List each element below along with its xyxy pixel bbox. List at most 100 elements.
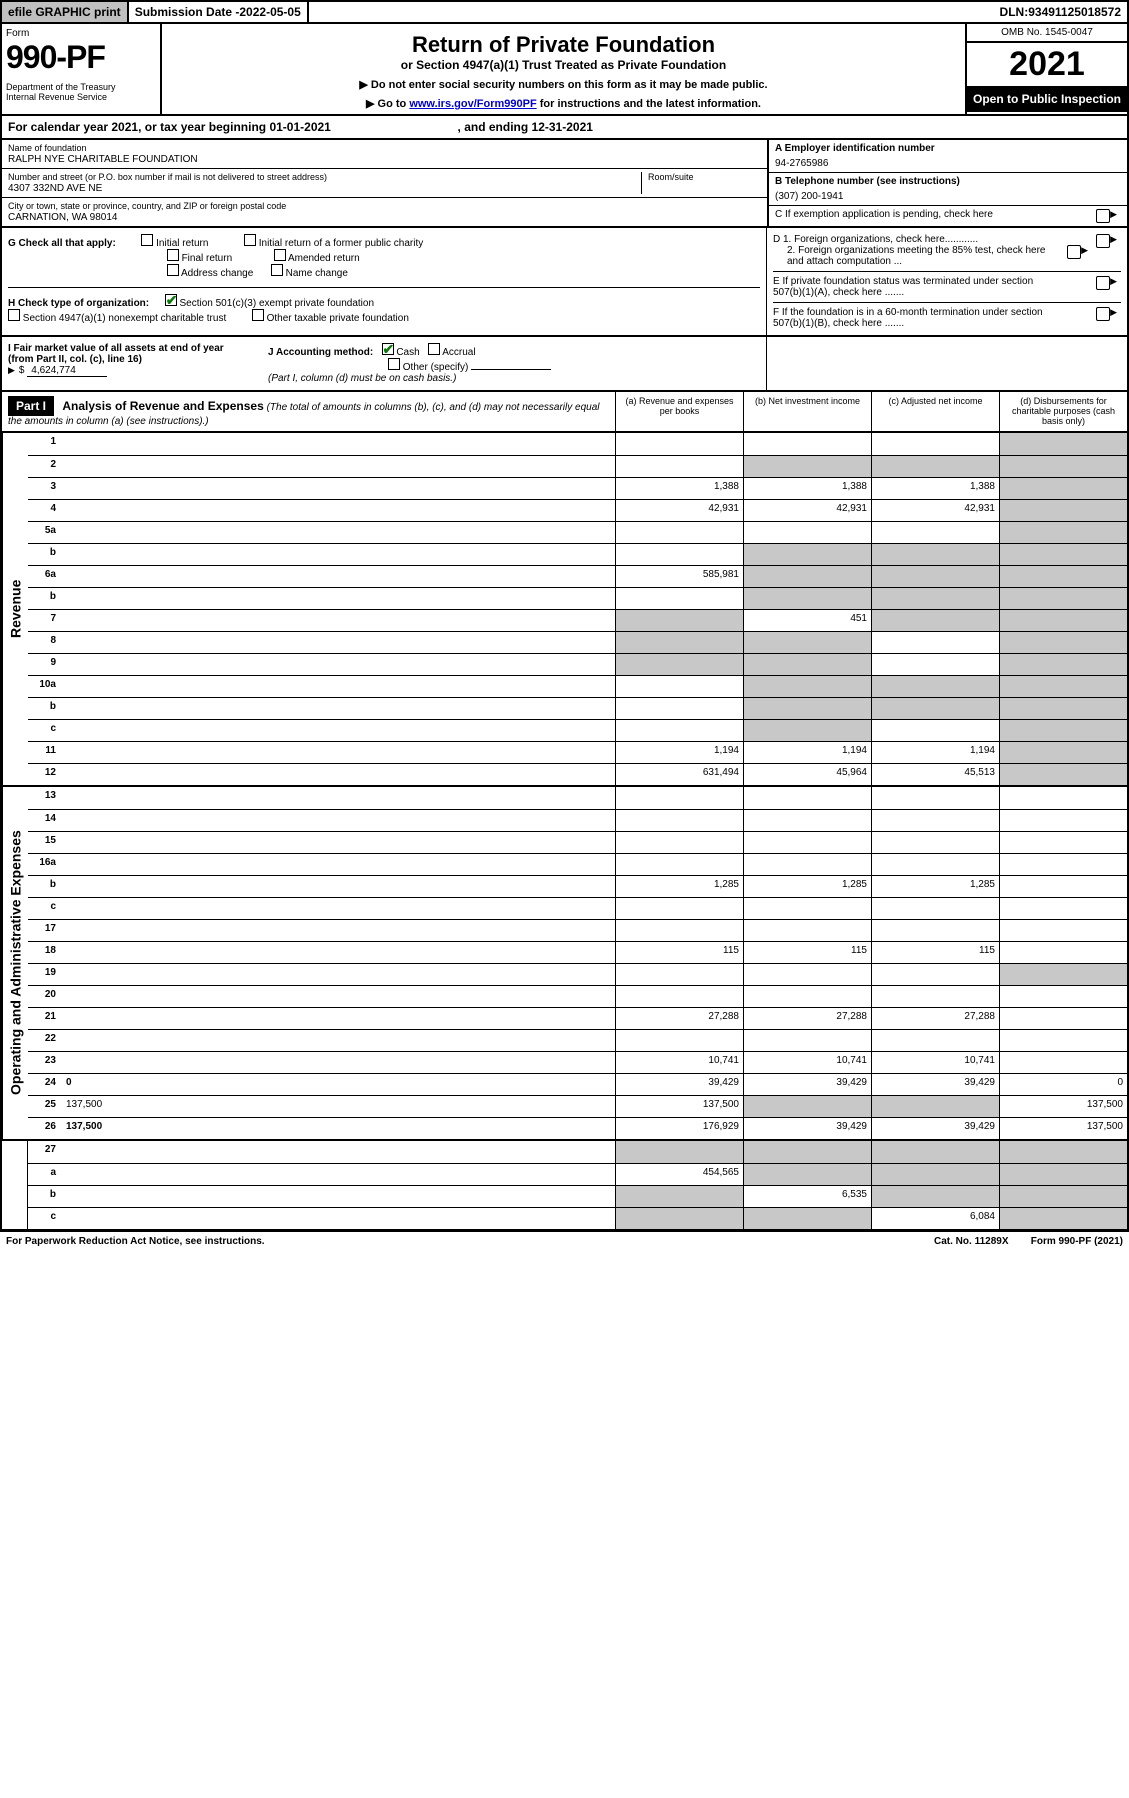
d2-checkbox[interactable] [1067,245,1081,259]
form-label: Form [6,28,156,39]
j-label: J Accounting method: [268,347,373,358]
note-link: ▶ Go to www.irs.gov/Form990PF for instru… [172,97,955,110]
city-state-zip: CARNATION, WA 98014 [8,212,761,223]
j-accrual[interactable] [428,343,440,355]
table-row: 2310,74110,74110,741 [28,1051,1127,1073]
note-ssn: ▶ Do not enter social security numbers o… [172,78,955,91]
table-row: c [28,719,1127,741]
dept-label: Department of the Treasury Internal Reve… [6,82,156,102]
f-label: F If the foundation is in a 60-month ter… [773,307,1053,329]
table-row: 18115115115 [28,941,1127,963]
table-row: c6,084 [28,1207,1127,1229]
d1-checkbox[interactable] [1096,234,1110,248]
part1-header: Part I Analysis of Revenue and Expenses … [0,392,1129,433]
efile-print-button[interactable]: efile GRAPHIC print [2,2,129,22]
part1-label: Part I [8,396,54,416]
instructions-link[interactable]: www.irs.gov/Form990PF [409,98,536,110]
table-row: 13 [28,787,1127,809]
f-checkbox[interactable] [1096,307,1110,321]
g-label: G Check all that apply: [8,238,116,249]
e-checkbox[interactable] [1096,276,1110,290]
entity-info: Name of foundation RALPH NYE CHARITABLE … [0,140,1129,228]
part1-title: Analysis of Revenue and Expenses [62,399,263,413]
table-row: 19 [28,963,1127,985]
omb-number: OMB No. 1545-0047 [967,24,1127,43]
table-row: b1,2851,2851,285 [28,875,1127,897]
table-row: 14 [28,809,1127,831]
g-amended[interactable] [274,249,286,261]
table-row: 9 [28,653,1127,675]
table-row: b [28,697,1127,719]
table-row: 111,1941,1941,194 [28,741,1127,763]
section-i-j: I Fair market value of all assets at end… [0,337,1129,392]
table-row: 5a [28,521,1127,543]
i-label: I Fair market value of all assets at end… [8,343,224,365]
table-row: 22 [28,1029,1127,1051]
form-title: Return of Private Foundation [172,32,955,58]
col-c: (c) Adjusted net income [871,392,999,431]
table-row: 20 [28,985,1127,1007]
topbar: efile GRAPHIC print Submission Date - 20… [0,0,1129,24]
c-checkbox[interactable] [1096,209,1110,223]
revenue-table: Revenue 1231,3881,3881,388442,93142,9314… [0,433,1129,787]
g-initial-return[interactable] [141,234,153,246]
h-4947[interactable] [8,309,20,321]
j-cash[interactable] [382,343,394,355]
j-other[interactable] [388,358,400,370]
name-label: Name of foundation [8,143,761,153]
open-public: Open to Public Inspection [967,86,1127,112]
col-d: (d) Disbursements for charitable purpose… [999,392,1127,431]
j-note: (Part I, column (d) must be on cash basi… [268,373,456,384]
table-row: 442,93142,93142,931 [28,499,1127,521]
c-label: C If exemption application is pending, c… [775,209,993,220]
fmv-value: 4,624,774 [27,365,107,377]
form-header: Form 990-PF Department of the Treasury I… [0,24,1129,116]
table-row: 31,3881,3881,388 [28,477,1127,499]
table-row: 6a585,981 [28,565,1127,587]
col-b: (b) Net investment income [743,392,871,431]
table-row: 2 [28,455,1127,477]
tel-label: B Telephone number (see instructions) [775,176,1121,187]
page-footer: For Paperwork Reduction Act Notice, see … [0,1231,1129,1251]
revenue-label: Revenue [2,433,28,785]
g-final-return[interactable] [167,249,179,261]
submission-date: Submission Date - 2022-05-05 [129,2,309,22]
col-a: (a) Revenue and expenses per books [615,392,743,431]
table-row: b [28,587,1127,609]
table-row: 10a [28,675,1127,697]
d2-label: 2. Foreign organizations meeting the 85%… [773,245,1053,267]
bottom-table: 27a454,565b6,535c6,084 [0,1141,1129,1231]
addr-label: Number and street (or P.O. box number if… [8,172,641,182]
city-label: City or town, state or province, country… [8,201,761,211]
table-row: 26137,500176,92939,42939,429137,500 [28,1117,1127,1139]
address: 4307 332ND AVE NE [8,183,641,194]
tax-year: 2021 [967,43,1127,86]
g-address-change[interactable] [167,264,179,276]
d1-label: D 1. Foreign organizations, check here..… [773,234,978,245]
telephone: (307) 200-1941 [775,191,1121,202]
form-number: 990-PF [6,39,156,76]
h-label: H Check type of organization: [8,298,149,309]
table-row: 17 [28,919,1127,941]
table-row: 1 [28,433,1127,455]
table-row: 24039,42939,42939,4290 [28,1073,1127,1095]
table-row: b [28,543,1127,565]
section-g-h: G Check all that apply: Initial return I… [0,228,1129,337]
table-row: 12631,49445,96445,513 [28,763,1127,785]
form-subtitle: or Section 4947(a)(1) Trust Treated as P… [172,58,955,72]
table-row: c [28,897,1127,919]
cat-no: Cat. No. 11289X [934,1236,1008,1247]
h-other-taxable[interactable] [252,309,264,321]
expenses-label: Operating and Administrative Expenses [2,787,28,1139]
h-501c3[interactable] [165,294,177,306]
table-row: a454,565 [28,1163,1127,1185]
table-row: 7451 [28,609,1127,631]
g-name-change[interactable] [271,264,283,276]
foundation-name: RALPH NYE CHARITABLE FOUNDATION [8,154,761,165]
room-label: Room/suite [648,172,761,182]
e-label: E If private foundation status was termi… [773,276,1053,298]
ein: 94-2765986 [775,158,1121,169]
g-initial-former[interactable] [244,234,256,246]
form-ref: Form 990-PF (2021) [1031,1236,1123,1247]
dln: DLN: 93491125018572 [994,2,1127,22]
